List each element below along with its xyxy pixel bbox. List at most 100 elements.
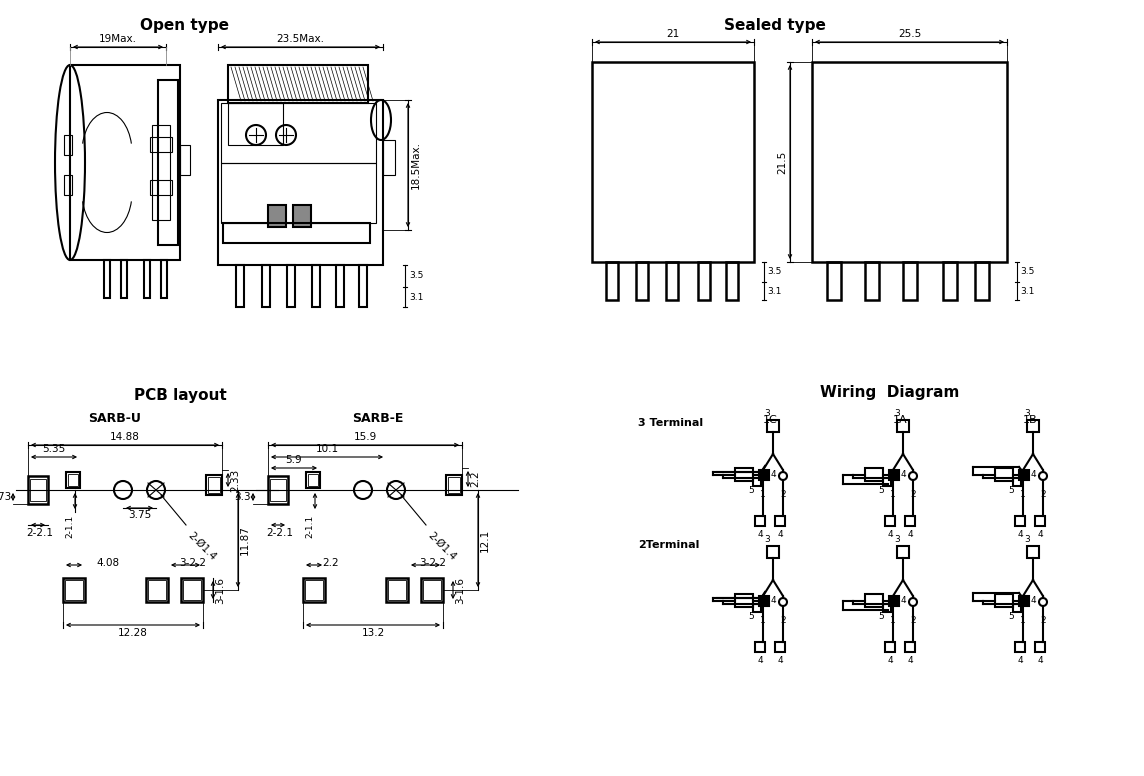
- Text: 1C: 1C: [763, 415, 778, 425]
- Text: 2-1.1: 2-1.1: [65, 515, 74, 539]
- Bar: [336, 265, 344, 307]
- Text: 21: 21: [666, 29, 680, 39]
- Text: 2.2: 2.2: [323, 558, 340, 568]
- Text: 4: 4: [1017, 656, 1023, 665]
- Text: 13.2: 13.2: [362, 628, 384, 638]
- Bar: [144, 260, 150, 298]
- Text: 1: 1: [890, 616, 896, 625]
- Bar: [305, 472, 320, 488]
- Text: 3: 3: [764, 409, 770, 418]
- Text: 1B: 1B: [1023, 415, 1038, 425]
- Text: 4: 4: [771, 470, 777, 479]
- Text: 5.35: 5.35: [42, 444, 65, 454]
- Bar: [734, 468, 753, 481]
- Text: 21.5: 21.5: [777, 151, 787, 174]
- Text: 1: 1: [760, 490, 765, 499]
- Bar: [755, 642, 765, 652]
- Bar: [995, 468, 1012, 481]
- Text: 4: 4: [1038, 530, 1043, 539]
- Bar: [865, 594, 883, 607]
- Text: 18.5Max.: 18.5Max.: [411, 141, 421, 189]
- Bar: [158, 80, 178, 245]
- Bar: [897, 546, 909, 558]
- Bar: [766, 420, 779, 432]
- Text: 3.5: 3.5: [410, 272, 423, 280]
- Text: 1: 1: [1020, 490, 1026, 499]
- Text: 5: 5: [748, 612, 754, 621]
- Text: 1: 1: [890, 490, 896, 499]
- Bar: [1012, 604, 1020, 612]
- Text: 3-2.2: 3-2.2: [180, 558, 207, 568]
- Bar: [995, 594, 1012, 607]
- Bar: [827, 262, 841, 300]
- Text: 2-1.1: 2-1.1: [305, 515, 315, 539]
- Bar: [734, 594, 753, 607]
- Bar: [293, 205, 311, 227]
- Text: Open type: Open type: [141, 18, 230, 33]
- Bar: [943, 262, 958, 300]
- Bar: [423, 580, 440, 600]
- Text: 3.5: 3.5: [766, 268, 781, 276]
- Bar: [889, 595, 899, 605]
- Text: 15.9: 15.9: [353, 432, 376, 442]
- Bar: [305, 580, 323, 600]
- Text: 3.75: 3.75: [128, 510, 152, 520]
- Bar: [308, 474, 318, 486]
- Bar: [448, 477, 460, 493]
- Bar: [262, 265, 270, 307]
- Text: Wiring  Diagram: Wiring Diagram: [820, 385, 960, 400]
- Text: 2-2.1: 2-2.1: [267, 528, 293, 538]
- Text: 4: 4: [907, 656, 913, 665]
- Text: 3: 3: [1024, 409, 1030, 418]
- Bar: [1019, 469, 1028, 480]
- Text: 1: 1: [1020, 616, 1026, 625]
- Bar: [1015, 642, 1025, 652]
- Bar: [148, 580, 166, 600]
- Text: 1: 1: [760, 616, 765, 625]
- Bar: [219, 100, 383, 265]
- Text: 3-1.6: 3-1.6: [215, 577, 225, 604]
- Text: 3-2.2: 3-2.2: [420, 558, 446, 568]
- Bar: [66, 472, 80, 488]
- Bar: [905, 516, 915, 526]
- Bar: [975, 262, 990, 300]
- Text: 2-2.1: 2-2.1: [26, 528, 53, 538]
- Bar: [221, 163, 376, 223]
- Bar: [161, 260, 167, 298]
- Text: 3.5: 3.5: [1020, 268, 1034, 276]
- Bar: [758, 595, 769, 605]
- Text: 4: 4: [1038, 656, 1043, 665]
- Bar: [64, 175, 72, 195]
- Text: 11.87: 11.87: [240, 525, 251, 555]
- Bar: [287, 265, 295, 307]
- Text: 3: 3: [1024, 535, 1030, 544]
- Bar: [774, 642, 785, 652]
- Bar: [228, 103, 283, 145]
- Text: 3.1: 3.1: [1020, 286, 1034, 296]
- Bar: [755, 516, 765, 526]
- Text: 10.1: 10.1: [316, 444, 339, 454]
- Text: 2: 2: [911, 490, 916, 499]
- Text: 19Max.: 19Max.: [100, 34, 137, 44]
- Bar: [150, 137, 172, 152]
- Text: 3.1: 3.1: [766, 286, 781, 296]
- Text: 4: 4: [777, 530, 782, 539]
- Text: 3: 3: [895, 535, 900, 544]
- Text: 4: 4: [888, 530, 892, 539]
- Text: 4: 4: [901, 596, 907, 605]
- Bar: [303, 578, 325, 602]
- Text: 4.08: 4.08: [96, 558, 120, 568]
- Bar: [121, 260, 127, 298]
- Bar: [889, 469, 899, 480]
- Text: 3: 3: [895, 409, 900, 418]
- Bar: [766, 546, 779, 558]
- Bar: [1012, 478, 1020, 486]
- Text: 5: 5: [879, 612, 884, 621]
- Bar: [268, 205, 286, 227]
- Bar: [70, 65, 180, 260]
- Text: 2.2: 2.2: [470, 471, 480, 487]
- Bar: [1019, 595, 1028, 605]
- Bar: [883, 478, 891, 486]
- Bar: [180, 145, 190, 175]
- Text: 3.73: 3.73: [0, 492, 11, 502]
